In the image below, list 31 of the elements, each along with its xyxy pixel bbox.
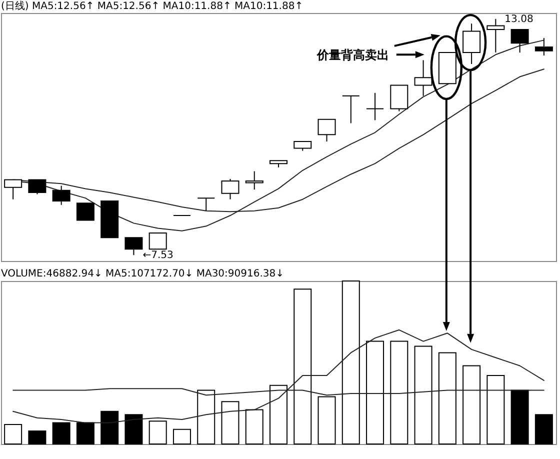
bar: [124, 414, 143, 444]
candlestick: [4, 179, 22, 200]
bar: [510, 390, 529, 444]
annotation: 价量背高卖出: [316, 48, 389, 62]
candlestick: [245, 170, 264, 190]
candlestick: [414, 60, 432, 96]
candlestick: [52, 185, 70, 206]
candlestick: [197, 198, 216, 212]
bar: [52, 422, 70, 444]
chart-title: VOLUME:46882.94↓ MA5:107172.70↓ MA30:90916.38↓: [1, 268, 284, 280]
candlestick: [486, 18, 505, 54]
bar: [76, 422, 94, 444]
candlestick: [342, 95, 360, 124]
bar: [100, 410, 119, 444]
candlestick: [390, 84, 408, 112]
candlestick: [76, 202, 94, 221]
annotation: 13.08: [504, 14, 534, 25]
candlestick: [510, 29, 529, 54]
candlestick: [148, 232, 167, 250]
candlestick: [462, 23, 481, 65]
annotation: ←7.53: [142, 250, 174, 262]
chart-title: (日线) MA5:12.56↑ MA5:12.56↑ MA10:11.88↑ MA10:11.88↑: [1, 0, 304, 12]
candlestick: [318, 118, 336, 142]
candlestick: [28, 179, 46, 195]
candlestick: [366, 92, 384, 121]
bar: [28, 430, 46, 444]
candlestick: [221, 178, 240, 200]
candlestick: [124, 237, 143, 256]
candlestick: [294, 140, 312, 152]
candlestick: [534, 38, 553, 56]
bar: [534, 414, 553, 444]
